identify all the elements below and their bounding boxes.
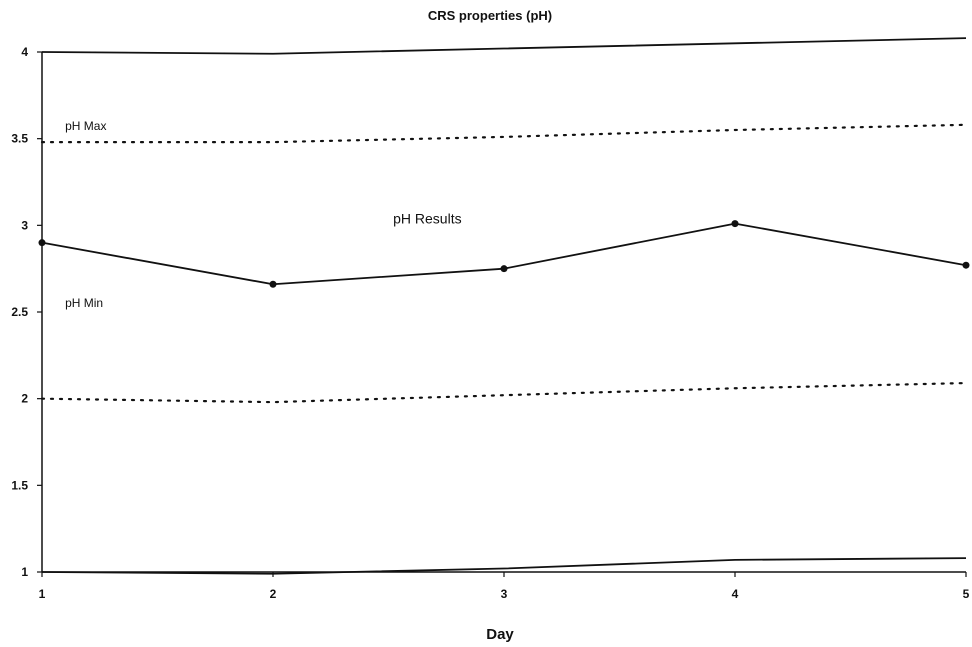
y-tick-label: 1.5 [11, 478, 28, 492]
data-point [269, 280, 277, 288]
y-axis: 1 1.5 2 2.5 3 3.5 4 [11, 45, 43, 579]
annotation-label: pH Results [393, 211, 461, 227]
y-tick-label: 3.5 [11, 132, 28, 146]
series-line-band-line-3 [41, 37, 967, 55]
data-point [731, 220, 739, 228]
series-line-band-line-4 [41, 557, 967, 575]
x-tick-label: 5 [963, 587, 970, 601]
x-tick-label: 3 [501, 587, 508, 601]
y-tick-label: 2 [21, 392, 28, 406]
annotation-label: pH Max [65, 119, 106, 133]
data-point [500, 265, 508, 273]
x-tick-label: 2 [270, 587, 277, 601]
series-line-ph-results [41, 222, 967, 286]
annotation-layer: pH Max pH Results pH Min [65, 119, 461, 310]
chart-title: CRS properties (pH) [428, 8, 552, 23]
y-tick-label: 1 [21, 565, 28, 579]
data-point [38, 239, 46, 247]
y-tick-label: 4 [21, 45, 28, 59]
series-layer [38, 37, 970, 575]
x-axis: 1 2 3 4 5 [39, 571, 970, 601]
y-tick-label: 3 [21, 218, 28, 232]
series-line-ph-max [40, 123, 968, 144]
annotation-label: pH Min [65, 296, 103, 310]
x-axis-label: Day [486, 626, 514, 643]
data-point [962, 261, 970, 269]
series-line-ph-min [40, 381, 968, 404]
x-tick-label: 4 [732, 587, 739, 601]
x-tick-label: 1 [39, 587, 46, 601]
y-tick-label: 2.5 [11, 305, 28, 319]
